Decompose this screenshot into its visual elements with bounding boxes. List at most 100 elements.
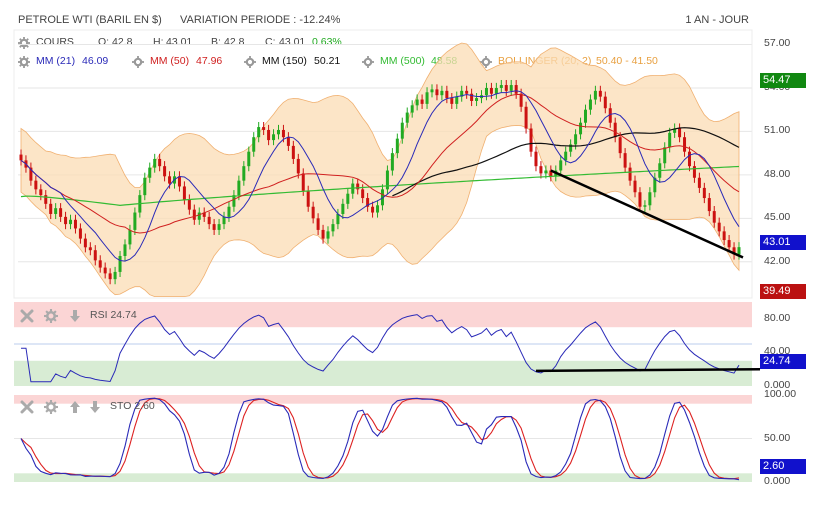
candle xyxy=(455,91,459,109)
variation-period: VARIATION PERIODE : -12.24% xyxy=(180,14,340,28)
candle xyxy=(603,91,607,114)
candles xyxy=(19,79,741,285)
candle xyxy=(435,84,439,101)
candle xyxy=(460,85,464,102)
last-price-badge: 43.01 xyxy=(760,235,806,250)
candle xyxy=(247,146,251,172)
candle xyxy=(380,184,384,211)
candle xyxy=(336,208,340,230)
candle xyxy=(722,226,726,246)
ma21-line xyxy=(20,90,740,262)
candle xyxy=(420,94,424,109)
sto-title: STO 2.60 xyxy=(110,400,155,412)
candle xyxy=(64,211,68,230)
sto-panel xyxy=(14,395,752,482)
gear-icon[interactable] xyxy=(18,56,30,68)
gear-icon[interactable] xyxy=(18,37,30,49)
sto-tick-label: 50.00 xyxy=(764,431,791,444)
candle xyxy=(133,207,137,235)
bollinger-band xyxy=(20,42,740,297)
candle xyxy=(692,161,696,183)
candle xyxy=(638,187,642,212)
candle xyxy=(113,266,117,285)
candle xyxy=(257,121,261,143)
candle xyxy=(311,201,315,224)
candle xyxy=(192,204,196,225)
candle xyxy=(707,192,711,217)
candle xyxy=(494,82,498,99)
candle xyxy=(39,184,43,201)
mm500-label: MM (500) xyxy=(380,55,425,67)
close-icon[interactable] xyxy=(20,400,34,414)
sto-tick-label: 100.00 xyxy=(764,388,797,400)
sto-k-line xyxy=(20,397,740,481)
mm150-value: 50.21 xyxy=(314,55,341,67)
candle xyxy=(227,201,231,222)
candle xyxy=(623,148,627,173)
candle xyxy=(613,117,617,143)
candle xyxy=(564,146,568,166)
candle xyxy=(103,262,107,279)
candle xyxy=(222,211,226,230)
candle xyxy=(465,85,469,99)
trendline xyxy=(550,169,744,259)
high-label: H: xyxy=(153,36,164,48)
price-panel xyxy=(13,29,753,299)
candle xyxy=(197,207,201,225)
candle xyxy=(262,121,266,136)
candle xyxy=(653,172,657,198)
candle xyxy=(445,85,449,104)
candle xyxy=(727,234,731,253)
candle xyxy=(123,239,127,262)
mm150-label: MM (150) xyxy=(262,55,307,67)
candle xyxy=(514,79,518,99)
candle xyxy=(78,223,82,244)
rsi-overbought-zone xyxy=(14,302,752,328)
candle xyxy=(390,148,394,176)
candle xyxy=(118,250,122,277)
candle xyxy=(385,165,389,195)
candle xyxy=(579,117,583,140)
candle xyxy=(702,182,706,204)
candle xyxy=(19,149,23,166)
low-label: B: xyxy=(211,36,221,48)
candle xyxy=(356,178,360,195)
candle xyxy=(717,217,721,237)
candle xyxy=(395,133,399,159)
arrow-down-icon[interactable] xyxy=(68,309,82,323)
candle xyxy=(569,139,573,157)
candle xyxy=(316,213,320,235)
arrow-up-icon[interactable] xyxy=(68,400,82,414)
candle xyxy=(44,190,48,209)
candle xyxy=(534,146,538,172)
gear-icon[interactable] xyxy=(132,56,144,68)
candle xyxy=(470,88,474,107)
candle xyxy=(286,132,290,151)
gear-icon[interactable] xyxy=(362,56,374,68)
ma50-line xyxy=(20,94,740,234)
gear-icon[interactable] xyxy=(44,309,58,323)
candle xyxy=(217,219,221,235)
candle xyxy=(98,255,102,273)
candle xyxy=(509,79,513,96)
price-tick-label: 42.00 xyxy=(764,254,791,267)
candle xyxy=(276,124,280,140)
rsi-trendline xyxy=(535,367,761,373)
candle xyxy=(371,201,375,218)
candle xyxy=(182,181,186,205)
gear-icon[interactable] xyxy=(244,56,256,68)
candle xyxy=(450,93,454,109)
gear-icon[interactable] xyxy=(480,56,492,68)
candle xyxy=(678,123,682,143)
price-panel-border xyxy=(13,29,753,299)
candle xyxy=(618,132,622,159)
period-selector[interactable]: 1 AN - JOUR xyxy=(685,14,749,26)
candle xyxy=(697,172,701,193)
candle xyxy=(83,233,87,253)
gear-icon[interactable] xyxy=(44,400,58,414)
close-icon[interactable] xyxy=(20,309,34,323)
price-tick-label: 48.00 xyxy=(764,167,791,180)
candle xyxy=(148,162,152,183)
arrow-down-icon[interactable] xyxy=(88,400,102,414)
candle xyxy=(69,214,73,230)
